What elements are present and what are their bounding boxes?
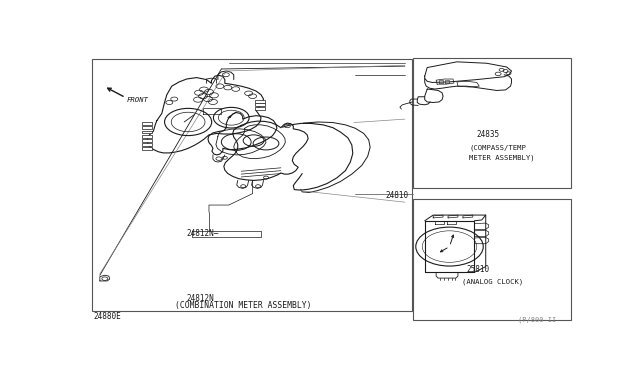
Bar — [255, 100, 264, 103]
Bar — [143, 135, 152, 138]
Text: (ANALOG CLOCK): (ANALOG CLOCK) — [462, 278, 523, 285]
Text: 24880E: 24880E — [94, 312, 122, 321]
Bar — [143, 139, 152, 142]
Bar — [143, 147, 152, 150]
Text: (P/800 II: (P/800 II — [518, 317, 556, 323]
Bar — [143, 122, 152, 125]
Bar — [143, 131, 152, 134]
Bar — [143, 144, 152, 146]
Text: METER ASSEMBLY): METER ASSEMBLY) — [469, 154, 535, 161]
Bar — [92, 59, 412, 311]
Text: 25810: 25810 — [467, 265, 490, 274]
Text: 24835: 24835 — [477, 130, 500, 139]
Bar — [255, 103, 264, 106]
Bar — [413, 199, 571, 320]
Bar — [255, 107, 264, 110]
Text: FRONT: FRONT — [127, 97, 149, 103]
Text: (COMPASS/TEMP: (COMPASS/TEMP — [469, 144, 526, 151]
Text: 24812N―: 24812N― — [187, 229, 219, 238]
Text: 24812N: 24812N — [187, 294, 214, 303]
Bar — [413, 58, 571, 188]
Text: (COMBINATION METER ASSEMBLY): (COMBINATION METER ASSEMBLY) — [175, 301, 312, 310]
Bar — [143, 126, 152, 129]
Text: 24810: 24810 — [385, 190, 408, 199]
